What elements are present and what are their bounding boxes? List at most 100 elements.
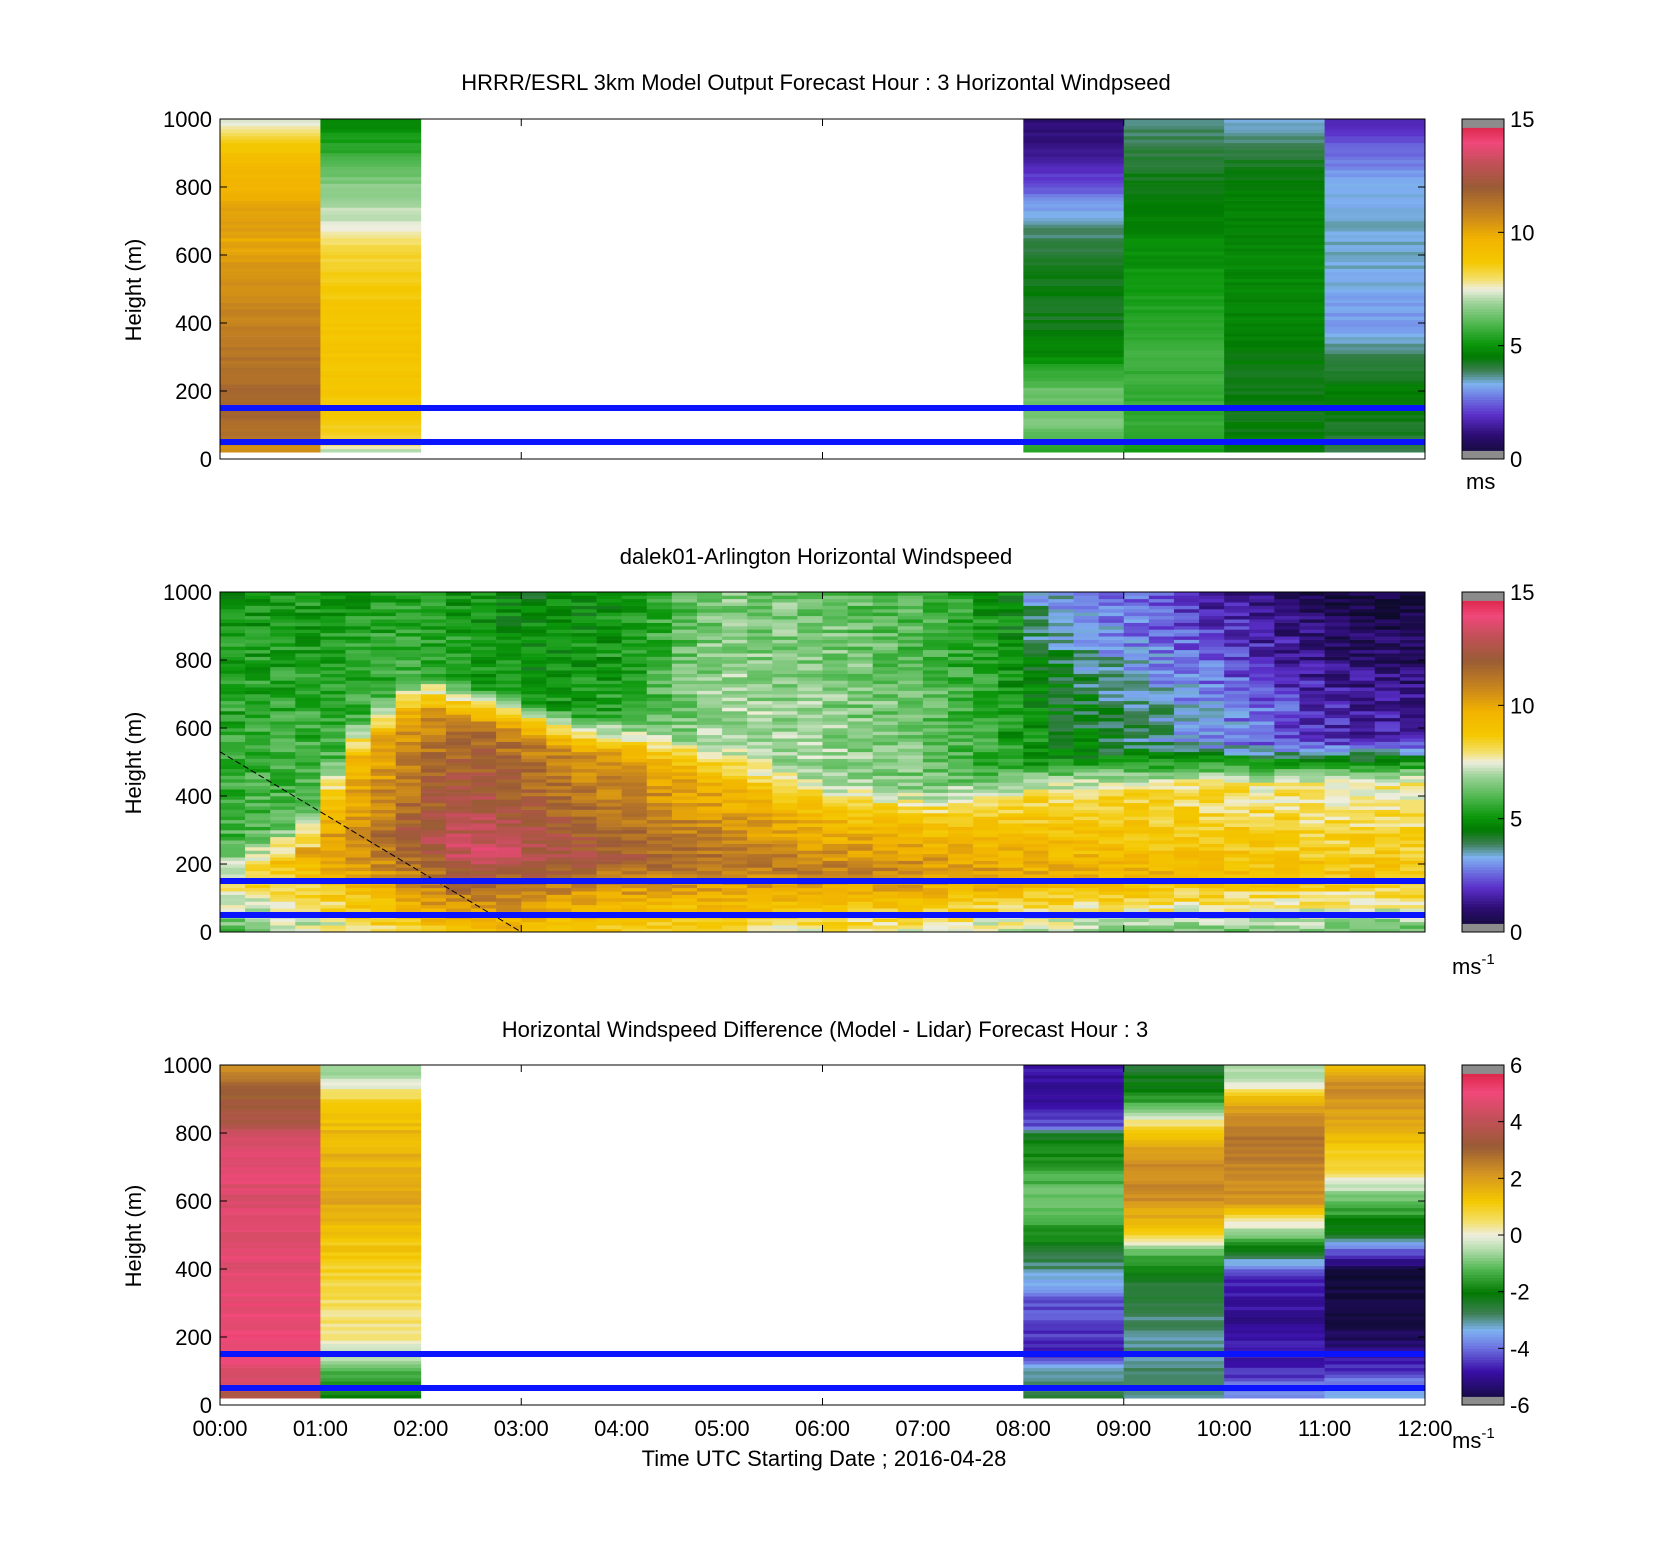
heatmap-cell [646,874,673,878]
heatmap-cell [998,765,1024,770]
heatmap-cell [370,762,397,766]
heatmap-cell [245,847,271,851]
heatmap-cell [797,717,823,722]
heatmap-cell [822,656,848,661]
heatmap-cell [320,282,422,286]
heatmap-cell [747,711,773,715]
heatmap-cell [747,751,773,756]
heatmap-cell [471,819,497,824]
heatmap-cell [747,833,773,838]
heatmap-cell [1324,285,1426,290]
heatmap-cell [270,670,296,674]
heatmap-cell [1023,857,1049,861]
heatmap-cell [772,813,798,817]
heatmap-cell [696,690,723,695]
heatmap-cell [471,643,497,647]
heatmap-cell [872,646,899,651]
heatmap-cell [270,711,296,715]
heatmap-cell [521,646,547,651]
heatmap-cell [1324,234,1426,239]
heatmap-cell [1199,707,1225,712]
heatmap-cell [345,898,371,902]
heatmap-cell [1023,782,1049,787]
colorbar-swatch [1462,300,1504,304]
heatmap-cell [395,711,422,715]
heatmap-cell [1123,731,1150,736]
heatmap-cell [1123,353,1225,358]
heatmap-cell [822,857,848,861]
heatmap-cell [395,802,422,807]
heatmap-cell [747,904,773,909]
heatmap-cell [1148,826,1175,831]
heatmap-cell [772,853,798,858]
heatmap-cell [1098,605,1125,610]
heatmap-cell [445,639,472,644]
heatmap-cell [270,660,296,664]
heatmap-cell [1324,244,1426,249]
heatmap-cell [220,414,321,419]
heatmap-cell [395,819,422,824]
heatmap-cell [1048,646,1074,651]
heatmap-cell [1023,340,1125,344]
heatmap-cell [496,728,522,732]
heatmap-cell [1199,833,1225,838]
heatmap-cell [621,619,648,623]
heatmap-cell [1224,176,1325,181]
heatmap-cell [696,901,723,906]
heatmap-cell [1148,925,1175,929]
heatmap-cell [345,748,371,753]
heatmap-cell [897,775,924,780]
heatmap-cell [496,619,522,623]
heatmap-cell [320,204,422,208]
heatmap-cell [1048,666,1074,671]
heatmap-cell [571,826,597,831]
heatmap-cell [1098,840,1125,844]
heatmap-cell [1048,819,1074,824]
heatmap-cell [220,377,321,382]
heatmap-cell [471,894,497,899]
heatmap-cell [1199,908,1225,912]
heatmap-cell [696,731,723,736]
heatmap-cell [496,823,522,827]
heatmap-cell [722,612,748,617]
heatmap-cell [872,918,899,923]
heatmap-cell [295,904,321,909]
heatmap-cell [270,615,296,620]
heatmap-cell [521,775,547,780]
heatmap-cell [722,609,748,613]
heatmap-cell [922,847,949,851]
heatmap-cell [445,619,472,623]
heatmap-cell [420,632,447,637]
heatmap-cell [345,595,371,600]
heatmap-cell [521,782,547,787]
heatmap-cell [1023,200,1125,205]
heatmap-cell [747,731,773,736]
heatmap-cell [646,768,673,773]
heatmap-cell [671,602,698,606]
colorbar-swatch [1462,141,1504,145]
heatmap-cell [1098,765,1125,770]
heatmap-cell [471,612,497,617]
heatmap-cell [1098,830,1125,834]
heatmap-cell [345,646,371,651]
heatmap-cell [822,646,848,651]
heatmap-cell [1224,823,1250,827]
heatmap-cell [345,717,371,722]
heatmap-cell [521,707,547,712]
heatmap-cell [1073,643,1099,647]
heatmap-cell [370,721,397,725]
heatmap-cell [370,622,397,627]
colorbar-swatch [1462,255,1504,259]
heatmap-cell [772,799,798,804]
heatmap-cell [1023,312,1125,317]
heatmap-cell [420,700,447,705]
heatmap-cell [220,694,246,698]
heatmap-cell [973,833,999,838]
heatmap-cell [1173,921,1200,926]
heatmap-cell [1123,894,1150,899]
heatmap-cell [1073,755,1099,759]
heatmap-cell [621,830,648,834]
heatmap-cell [1148,884,1175,889]
heatmap-cell [747,867,773,872]
heatmap-cell [220,785,246,790]
